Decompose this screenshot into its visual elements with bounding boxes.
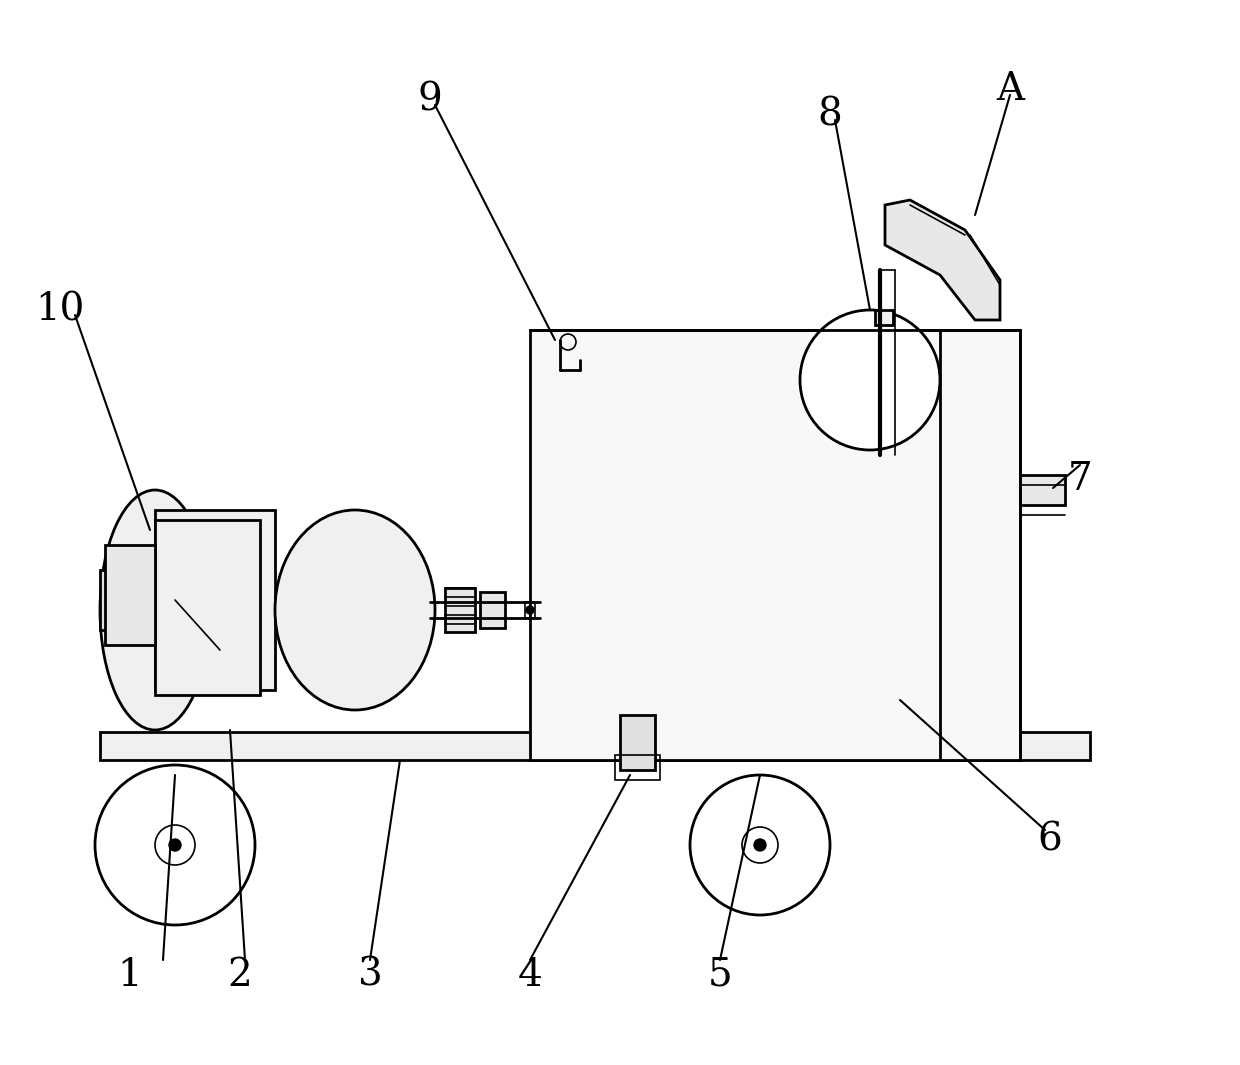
Bar <box>105 545 155 645</box>
Text: 4: 4 <box>517 956 542 994</box>
Circle shape <box>526 606 534 615</box>
Circle shape <box>754 839 766 851</box>
Text: 3: 3 <box>357 956 382 994</box>
Bar <box>875 310 893 325</box>
Bar <box>615 755 660 780</box>
Bar <box>620 715 655 770</box>
Bar <box>155 510 275 690</box>
Circle shape <box>95 765 255 925</box>
Text: 1: 1 <box>118 956 143 994</box>
Bar <box>445 588 475 632</box>
Circle shape <box>800 310 940 450</box>
Bar <box>525 602 534 618</box>
Ellipse shape <box>100 490 210 730</box>
Bar <box>529 330 1021 760</box>
Text: A: A <box>996 71 1024 109</box>
Text: 9: 9 <box>418 82 443 118</box>
Bar <box>480 592 505 628</box>
Text: 8: 8 <box>817 97 842 133</box>
Ellipse shape <box>275 510 435 710</box>
Bar <box>155 520 260 695</box>
Text: 6: 6 <box>1038 821 1063 858</box>
Bar <box>100 732 1090 760</box>
Circle shape <box>169 839 181 851</box>
Text: 2: 2 <box>228 956 253 994</box>
Text: 7: 7 <box>1068 461 1092 498</box>
Polygon shape <box>885 200 999 320</box>
Bar <box>100 570 135 630</box>
Text: 10: 10 <box>35 292 84 328</box>
Text: 5: 5 <box>708 956 733 994</box>
Circle shape <box>689 775 830 915</box>
Bar <box>1021 475 1065 505</box>
